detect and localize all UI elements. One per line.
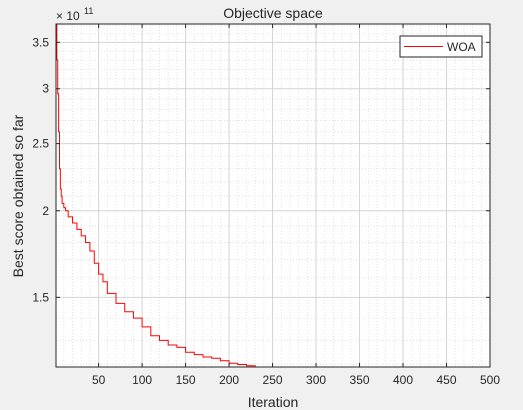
x-tick-label: 150 [176,373,196,387]
x-tick-label: 50 [92,373,106,387]
x-tick-label: 200 [219,373,239,387]
exponent-power: 11 [84,6,93,16]
y-tick-label: 3 [42,82,49,96]
y-tick-label: 3.5 [32,35,49,49]
x-axis-ticks: 50 100 150 200 250 300 350 400 450 500 [92,24,500,387]
y-tick-label: 1.5 [32,290,49,304]
legend-label-woa: WOA [447,40,476,54]
x-tick-label: 500 [480,373,500,387]
x-tick-label: 400 [393,373,413,387]
series-layer [56,23,490,368]
y-axis-exponent: × 10 11 [56,6,93,23]
x-axis-label: Iteration [248,394,299,410]
x-tick-label: 350 [350,373,370,387]
x-tick-label: 300 [306,373,326,387]
chart-title: Objective space [223,5,323,21]
x-tick-label: 250 [263,373,283,387]
y-tick-label: 2 [42,204,49,218]
y-axis-ticks: 1.5 2 2.5 3 3.5 [32,35,490,304]
x-tick-label: 100 [132,373,152,387]
legend: WOA [399,35,483,58]
x-tick-label: 450 [436,373,456,387]
exponent-base: × 10 [56,9,80,23]
y-axis-label: Best score obtained so far [10,114,26,277]
major-grid [56,24,490,367]
y-tick-label: 2.5 [32,137,49,151]
series-line-woa [56,23,490,368]
